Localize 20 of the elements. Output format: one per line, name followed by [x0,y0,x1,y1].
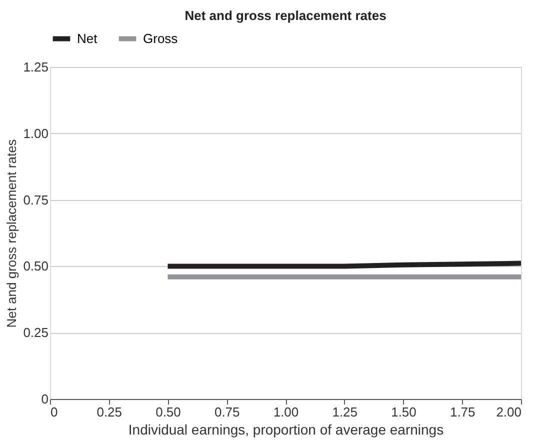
legend-label: Net [77,30,98,46]
y-tick-label: 0.25 [23,325,48,340]
y-axis-title: Net and gross replacement rates [4,138,20,328]
y-tick-label: 0.50 [23,258,48,274]
x-tick-label: 1.75 [450,404,476,420]
y-tick-label: 1.25 [23,60,48,74]
x-tick-label: 2.00 [496,404,522,420]
x-tick-label: 1.50 [391,404,416,420]
y-tick-label: 1.00 [23,126,48,141]
x-tick-label: 0 [50,404,58,420]
y-tick-label: 0.75 [23,192,48,208]
legend-label: Gross [143,30,178,46]
y-tick-label: 0 [41,392,48,406]
x-tick-label: 0.25 [96,404,122,420]
x-axis-title: Individual earnings, proportion of average earnings [128,422,444,438]
x-tick-label: 0.75 [214,404,240,420]
x-tick-label: 0.50 [156,404,181,420]
chart-title: Net and gross replacement rates [184,8,386,23]
x-tick-label: 1.00 [273,404,299,420]
x-tick-label: 1.25 [332,404,358,420]
